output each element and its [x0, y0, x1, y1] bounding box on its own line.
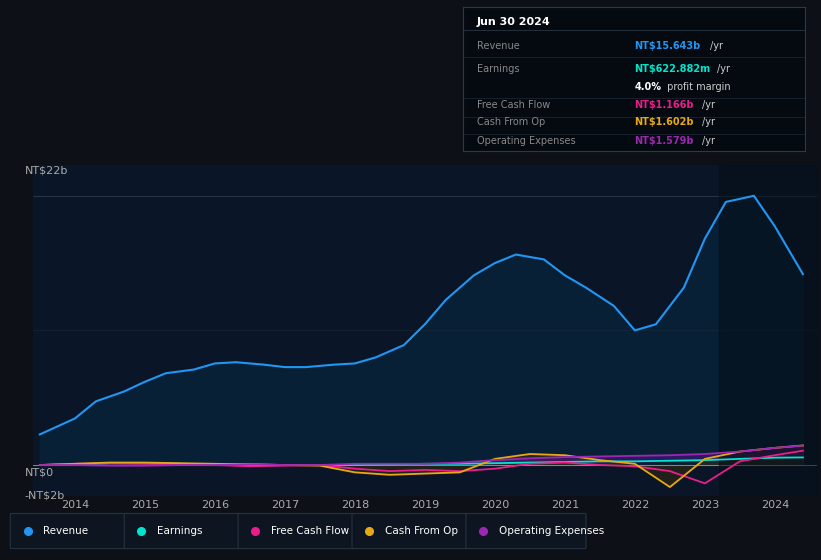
Text: /yr: /yr	[702, 117, 715, 127]
Text: Earnings: Earnings	[157, 526, 202, 535]
Text: NT$15.643b: NT$15.643b	[634, 41, 700, 51]
Text: Free Cash Flow: Free Cash Flow	[271, 526, 349, 535]
Text: profit margin: profit margin	[664, 82, 731, 92]
Text: /yr: /yr	[717, 64, 730, 74]
Text: NT$0: NT$0	[25, 467, 53, 477]
FancyBboxPatch shape	[352, 514, 472, 549]
Text: NT$1.602b: NT$1.602b	[634, 117, 694, 127]
Text: /yr: /yr	[702, 100, 715, 110]
Text: /yr: /yr	[702, 136, 715, 146]
Text: Revenue: Revenue	[43, 526, 88, 535]
FancyBboxPatch shape	[466, 514, 586, 549]
FancyBboxPatch shape	[10, 514, 131, 549]
Text: NT$622.882m: NT$622.882m	[634, 64, 710, 74]
Text: Operating Expenses: Operating Expenses	[498, 526, 603, 535]
Text: NT$22b: NT$22b	[25, 166, 68, 176]
Text: /yr: /yr	[709, 41, 722, 51]
Text: Free Cash Flow: Free Cash Flow	[477, 100, 550, 110]
FancyBboxPatch shape	[124, 514, 245, 549]
Text: Operating Expenses: Operating Expenses	[477, 136, 576, 146]
Text: NT$1.166b: NT$1.166b	[634, 100, 694, 110]
Text: Earnings: Earnings	[477, 64, 519, 74]
FancyBboxPatch shape	[238, 514, 358, 549]
Text: -NT$2b: -NT$2b	[25, 491, 65, 501]
Text: 4.0%: 4.0%	[634, 82, 661, 92]
Bar	[719, 165, 817, 496]
Text: Cash From Op: Cash From Op	[385, 526, 457, 535]
Text: NT$1.579b: NT$1.579b	[634, 136, 694, 146]
Text: Revenue: Revenue	[477, 41, 520, 51]
Text: Jun 30 2024: Jun 30 2024	[477, 17, 551, 27]
Text: Cash From Op: Cash From Op	[477, 117, 545, 127]
